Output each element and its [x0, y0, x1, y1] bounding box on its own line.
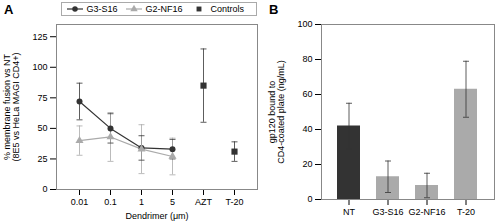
svg-text:0.01: 0.01: [71, 197, 89, 207]
svg-text:75: 75: [37, 93, 47, 103]
svg-text:80: 80: [302, 54, 312, 64]
svg-text:100: 100: [297, 19, 312, 29]
svg-text:G3-S16: G3-S16: [372, 207, 403, 217]
svg-text:Dendrimer (μm): Dendrimer (μm): [125, 211, 188, 221]
html-text:G3-S16: G3-S16: [86, 4, 118, 14]
html-text:B: B: [269, 1, 279, 17]
svg-text:60: 60: [302, 89, 312, 99]
svg-text:0.1: 0.1: [104, 197, 117, 207]
svg-text:0: 0: [307, 194, 312, 204]
svg-text:0: 0: [42, 184, 47, 194]
svg-text:100: 100: [32, 62, 47, 72]
svg-text:125: 125: [32, 32, 47, 42]
svg-text:G2-NF16: G2-NF16: [408, 207, 445, 217]
svg-text:T-20: T-20: [225, 197, 243, 207]
html-text:G2-NF16: G2-NF16: [145, 4, 183, 14]
svg-text:gp120 bound toCD4-coated plate: gp120 bound toCD4-coated plate (ng/mL): [267, 60, 286, 164]
html-text:A: A: [4, 1, 14, 17]
svg-text:50: 50: [37, 123, 47, 133]
html-text:Controls: Controls: [210, 4, 244, 14]
svg-text:T-20: T-20: [457, 207, 475, 217]
svg-text:20: 20: [302, 159, 312, 169]
svg-text:40: 40: [302, 124, 312, 134]
svg-text:AZT: AZT: [195, 197, 213, 207]
svg-text:NT: NT: [343, 207, 355, 217]
svg-text:25: 25: [37, 154, 47, 164]
svg-text:5: 5: [170, 197, 175, 207]
svg-text:% membrane fusion vs NT(8E5 vs: % membrane fusion vs NT(8E5 vs HeLa MAGI…: [2, 53, 21, 162]
svg-text:1: 1: [139, 197, 144, 207]
